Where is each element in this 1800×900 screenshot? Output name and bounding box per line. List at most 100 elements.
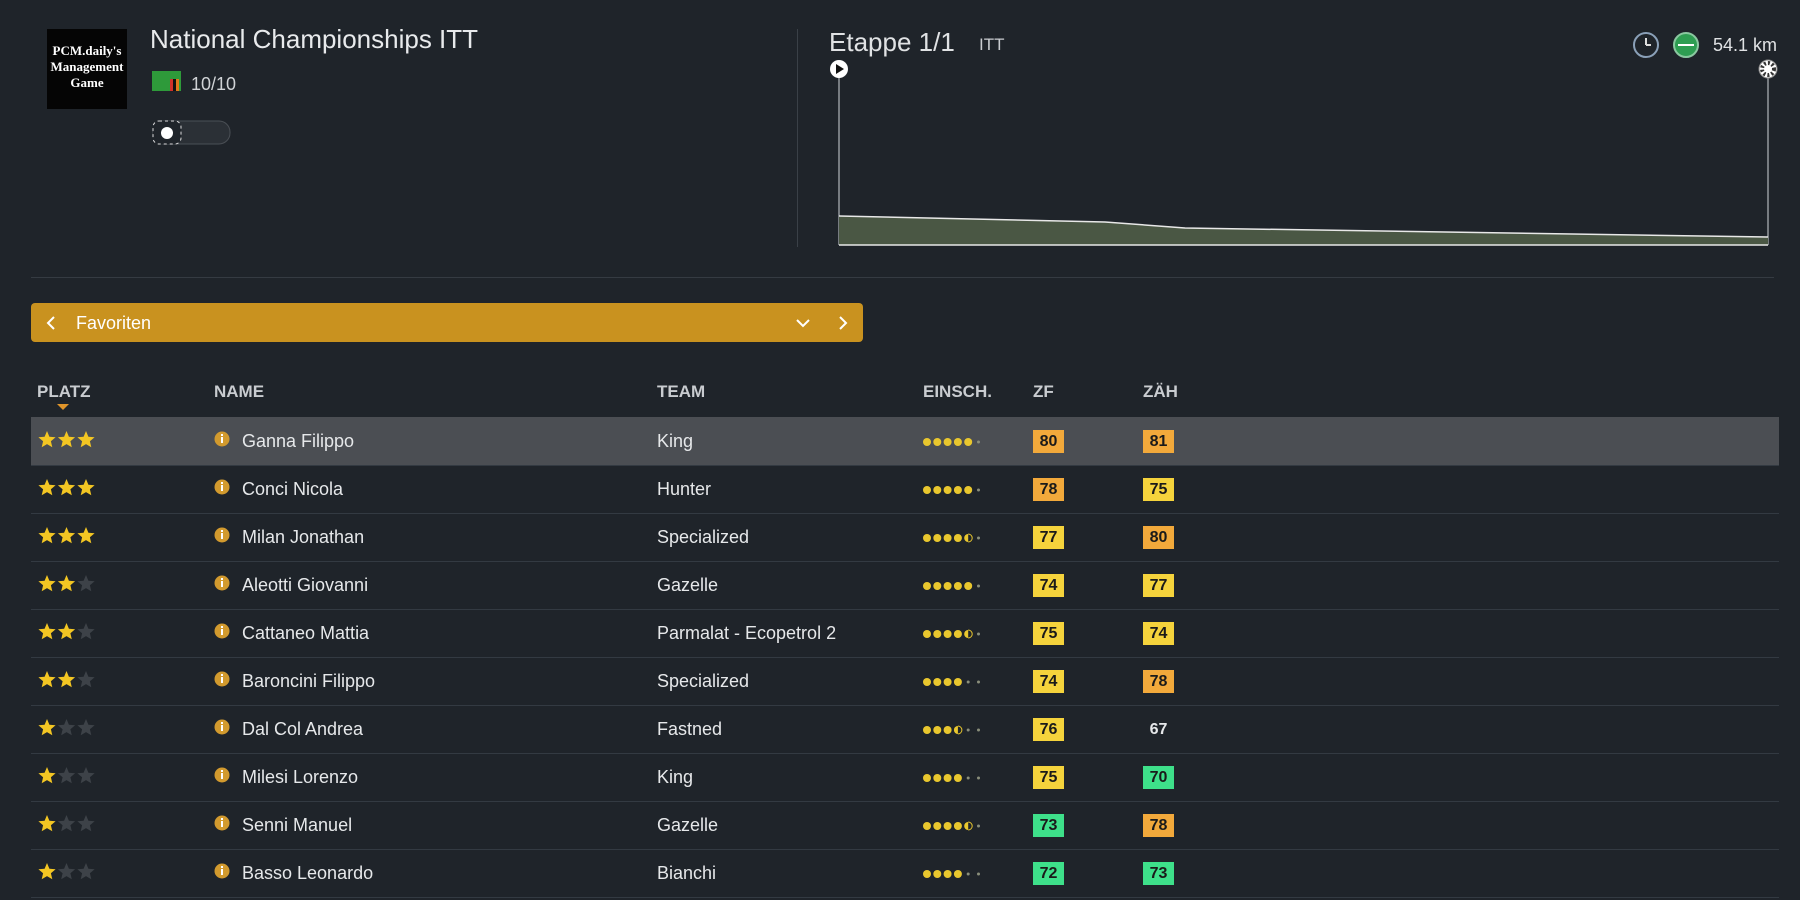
dot <box>933 486 942 494</box>
half-dot <box>964 630 969 638</box>
dot <box>953 486 962 494</box>
zf-badge: 76 <box>1033 718 1064 741</box>
race-title: National Championships ITT <box>150 24 479 54</box>
table-row[interactable]: Dal Col Andrea Fastned 76 67 <box>31 705 1779 754</box>
dot <box>953 630 962 638</box>
star <box>38 431 56 448</box>
info-icon[interactable] <box>214 561 232 609</box>
info-icon[interactable] <box>214 801 232 849</box>
star <box>57 527 76 544</box>
info-icon[interactable] <box>214 465 232 513</box>
filter-label: Favoriten <box>76 313 152 333</box>
team-name: Specialized <box>657 527 750 547</box>
rider-name: Milesi Lorenzo <box>242 767 359 787</box>
star <box>38 815 56 832</box>
info-icon[interactable] <box>214 753 232 801</box>
rating-dots <box>923 486 980 494</box>
table-row[interactable]: Milesi Lorenzo King 75 70 <box>31 753 1779 802</box>
zah-badge: 67 <box>1149 721 1168 738</box>
dot <box>923 870 931 878</box>
star <box>77 431 95 448</box>
star <box>77 527 95 544</box>
dot <box>933 726 942 734</box>
stage-icons <box>1633 32 1699 58</box>
team-name: Parmalat - Ecopetrol 2 <box>657 623 837 643</box>
half-dot <box>964 534 969 542</box>
dot <box>933 678 942 686</box>
table-row[interactable]: Milan Jonathan Specialized 77 80 <box>31 513 1779 562</box>
info-glyph <box>221 869 223 875</box>
dot <box>933 630 942 638</box>
separator <box>31 277 1774 278</box>
info-dot <box>221 866 223 868</box>
filter-bar[interactable]: Favoriten <box>31 303 863 342</box>
dot <box>964 582 973 590</box>
info-dot <box>221 434 223 436</box>
next-button[interactable] <box>833 313 853 333</box>
dot <box>943 582 952 590</box>
info-icon[interactable] <box>214 657 232 705</box>
toggle[interactable] <box>152 120 232 146</box>
info-glyph <box>221 533 223 539</box>
info-icon[interactable] <box>214 417 232 465</box>
rating-dots <box>923 438 980 446</box>
dropdown-button[interactable] <box>793 313 813 333</box>
star-rating <box>38 575 95 592</box>
zah-badge: 78 <box>1143 670 1174 693</box>
star <box>77 815 95 832</box>
team-name: Fastned <box>657 719 723 739</box>
dot <box>943 726 952 734</box>
empty-dot <box>977 680 980 684</box>
star-rating <box>38 815 95 832</box>
table-row[interactable]: Ganna Filippo King 80 81 <box>31 417 1779 466</box>
column-header[interactable]: PLATZ <box>37 382 91 401</box>
info-icon[interactable] <box>214 513 232 561</box>
half-dot-edge <box>968 821 973 831</box>
dot <box>923 486 931 494</box>
rider-name: Milan Jonathan <box>242 527 365 547</box>
rating-dots <box>923 725 980 735</box>
column-header: ZF <box>1033 382 1054 401</box>
table-row[interactable]: Senni Manuel Gazelle 73 78 <box>31 801 1779 850</box>
dot <box>953 582 962 590</box>
table-row[interactable]: Baroncini Filippo Specialized 74 78 <box>31 657 1779 706</box>
dot <box>943 870 952 878</box>
star <box>57 815 76 832</box>
info-glyph <box>221 581 223 587</box>
zf-badge: 80 <box>1033 430 1064 453</box>
rider-name: Ganna Filippo <box>242 431 355 451</box>
info-glyph <box>221 437 223 443</box>
stage-distance: 54.1 km <box>1713 35 1778 55</box>
dot <box>953 534 962 542</box>
dot <box>933 822 942 830</box>
half-dot <box>964 822 969 830</box>
column-header: ZÄH <box>1143 382 1178 401</box>
dot <box>943 534 952 542</box>
prev-button[interactable] <box>41 313 61 333</box>
zf-badge: 75 <box>1033 622 1064 645</box>
logo-line: Management <box>50 59 124 74</box>
info-glyph <box>221 677 223 683</box>
info-icon[interactable] <box>214 705 232 753</box>
info-icon[interactable] <box>214 849 232 897</box>
table-row[interactable]: Basso Leonardo Bianchi 72 73 <box>31 849 1779 898</box>
dot <box>943 678 952 686</box>
info-glyph <box>221 821 223 827</box>
table-row[interactable]: Conci Nicola Hunter 78 75 <box>31 465 1779 514</box>
zf-badge: 74 <box>1033 574 1064 597</box>
zf-badge: 74 <box>1033 670 1064 693</box>
rider-name: Baroncini Filippo <box>242 671 376 691</box>
dot <box>923 822 931 830</box>
sort-indicator <box>57 404 69 410</box>
table-row[interactable]: Cattaneo Mattia Parmalat - Ecopetrol 2 75 7… <box>31 609 1779 658</box>
stage-type: ITT <box>979 35 1005 54</box>
star <box>38 767 56 784</box>
info-icon[interactable] <box>214 609 232 657</box>
table-row[interactable]: Aleotti Giovanni Gazelle 74 77 <box>31 561 1779 610</box>
rider-name: Dal Col Andrea <box>242 719 364 739</box>
dot <box>953 774 962 782</box>
dot <box>953 678 962 686</box>
rating-dots <box>923 774 980 782</box>
star <box>57 719 76 736</box>
star <box>57 671 76 688</box>
